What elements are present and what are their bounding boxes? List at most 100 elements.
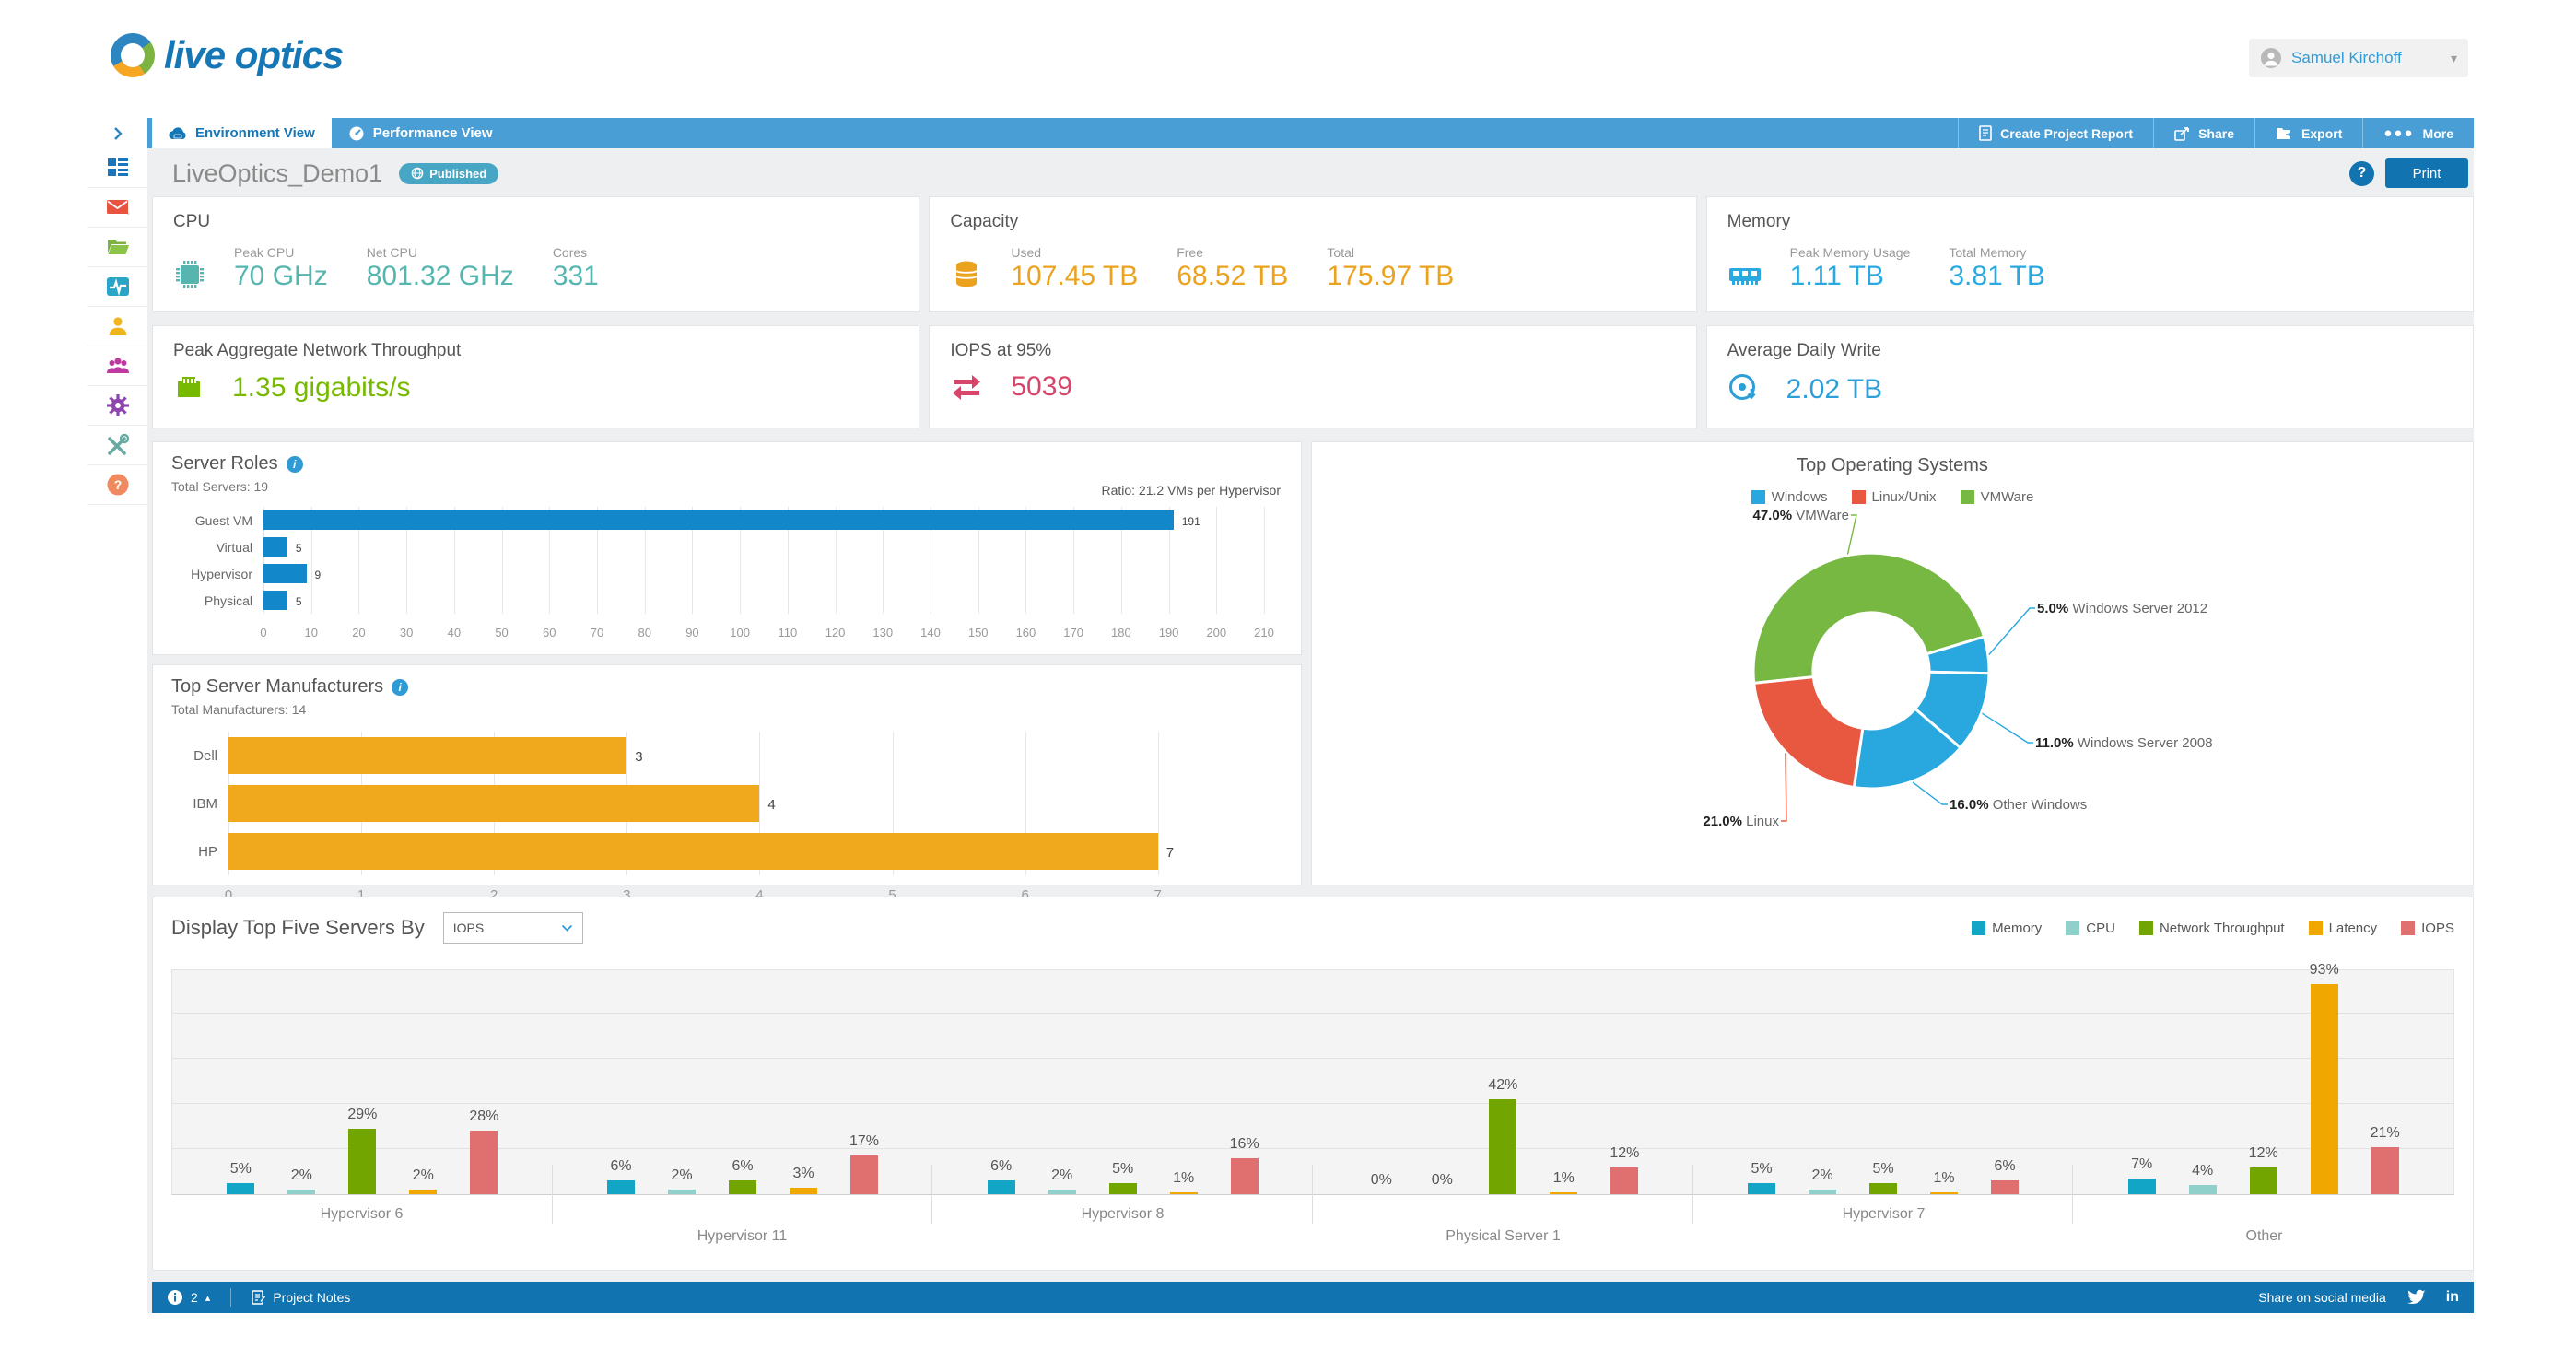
gridline: [1025, 507, 1027, 614]
stat-value: 2.02 TB: [1786, 373, 1883, 405]
tab-environment-view[interactable]: Environment View: [152, 118, 332, 148]
gridline: [1120, 507, 1122, 614]
user-menu[interactable]: Samuel Kirchoff ▾: [2249, 39, 2468, 77]
category-label: Other: [2245, 1228, 2283, 1244]
sidebar-item-tools[interactable]: [88, 426, 147, 465]
bar-value-label: 3: [635, 748, 643, 765]
linkedin-icon[interactable]: in: [2445, 1289, 2459, 1305]
stat-label: Total Memory: [1949, 245, 2027, 260]
sidebar-item-profile[interactable]: [88, 307, 147, 346]
bar: 1%: [1930, 1170, 1959, 1194]
axis-tick-label: 200: [1206, 626, 1227, 639]
axis-tick-label: 3: [623, 887, 631, 903]
bar-value-label: 5%: [1751, 1160, 1773, 1177]
gridline: [310, 507, 312, 614]
bar: 93%: [2310, 962, 2339, 1194]
legend-label: Windows: [1771, 489, 1828, 505]
legend-label: Linux/Unix: [1871, 489, 1937, 505]
ethernet-icon: [173, 372, 205, 402]
project-notes-button[interactable]: Project Notes: [252, 1290, 350, 1305]
bar: 12%: [2249, 1145, 2278, 1194]
sidebar-collapse-button[interactable]: [88, 118, 147, 148]
gridline: [172, 1103, 2453, 1104]
metric-cards-row-2: Peak Aggregate Network Throughput 1.35 g…: [152, 325, 2474, 428]
legend-item[interactable]: Memory: [1972, 921, 2042, 936]
bar-value-label: 16%: [1229, 1135, 1259, 1152]
legend-swatch: [1751, 490, 1765, 504]
legend-item[interactable]: CPU: [2066, 921, 2115, 936]
bar-value-label: 1%: [1933, 1169, 1955, 1186]
manufacturers-card: Top Server Manufacturers i Total Manufac…: [152, 664, 1302, 903]
sidebar-item-mail[interactable]: [88, 188, 147, 228]
stat-value: 1.11 TB: [1789, 261, 1884, 291]
bar: [263, 510, 1174, 530]
bar: 5%: [1108, 1161, 1137, 1194]
bar-group: 6% 2% 5% 1% 16%: [932, 970, 1314, 1224]
notes-count-button[interactable]: 2 ▴: [167, 1289, 210, 1306]
more-button[interactable]: ●●● More: [2362, 118, 2474, 148]
action-label: Export: [2301, 125, 2343, 141]
top-five-select[interactable]: IOPS: [442, 912, 583, 944]
server-chart-legend: Memory CPU Network Throughput Latency IOPS: [1972, 921, 2454, 936]
bar: 6%: [607, 1158, 635, 1194]
axis-tick-label: 90: [685, 626, 699, 639]
gridline: [172, 1058, 2453, 1059]
sidebar-item-team[interactable]: [88, 346, 147, 386]
database-icon: [950, 258, 983, 291]
sidebar: ?: [88, 148, 147, 1313]
avatar-icon: [2261, 48, 2281, 68]
footer-bar: 2 ▴ Project Notes Share on social media: [152, 1282, 2474, 1313]
info-icon[interactable]: i: [392, 678, 409, 696]
info-icon[interactable]: i: [286, 455, 303, 473]
bar: 1%: [1550, 1170, 1578, 1194]
bar-value-label: 5%: [1112, 1160, 1134, 1177]
sidebar-item-files[interactable]: [88, 228, 147, 267]
bar-value-label: 17%: [849, 1133, 880, 1150]
share-icon: [2174, 126, 2189, 141]
gridline: [597, 507, 598, 614]
twitter-icon[interactable]: [2406, 1289, 2426, 1306]
stat-peak-cpu: Peak CPU 70 GHz: [234, 245, 328, 291]
sidebar-item-performance[interactable]: [88, 267, 147, 307]
share-button[interactable]: Share: [2153, 118, 2254, 148]
print-button[interactable]: Print: [2385, 158, 2468, 188]
legend-item[interactable]: Network Throughput: [2138, 921, 2285, 936]
legend-item[interactable]: Latency: [2308, 921, 2377, 936]
daily-write-card: Average Daily Write 2.02 TB: [1705, 325, 2474, 428]
bar-value-label: 1%: [1173, 1169, 1195, 1186]
legend-item[interactable]: Linux/Unix: [1851, 489, 1937, 505]
tools-icon: [107, 433, 129, 455]
gridline: [978, 507, 979, 614]
bar: 6%: [729, 1158, 756, 1194]
bar-value-label: 5%: [229, 1160, 252, 1177]
help-button[interactable]: ?: [2349, 160, 2374, 186]
sidebar-item-help[interactable]: ?: [88, 465, 147, 505]
axis-tick-label: 120: [825, 626, 846, 639]
bar-value-label: 5: [295, 541, 302, 555]
sidebar-item-dashboard[interactable]: [88, 148, 147, 188]
app-window: live optics Samuel Kirchoff ▾: [88, 0, 2474, 1313]
disc-write-icon: [1727, 372, 1759, 404]
top-servers-x-labels: Hypervisor 6 Hypervisor 11 Hypervisor 8 Phy…: [171, 1195, 2454, 1256]
bar-value-label: 6%: [1994, 1158, 2016, 1175]
create-project-report-button[interactable]: Create Project Report: [1958, 118, 2153, 148]
legend-item[interactable]: VMWare: [1960, 489, 2033, 505]
export-button[interactable]: Export: [2254, 118, 2362, 148]
bar: 2%: [1809, 1167, 1837, 1194]
gridline: [1264, 507, 1265, 614]
bar-value-label: 0%: [1431, 1172, 1453, 1188]
logo-icon: [111, 33, 155, 77]
legend-item[interactable]: Windows: [1751, 489, 1828, 505]
chevron-down-icon: ▾: [2450, 50, 2457, 65]
tab-performance-view[interactable]: Performance View: [332, 118, 509, 148]
category-label: HP: [198, 843, 217, 860]
sidebar-item-settings[interactable]: [88, 386, 147, 426]
gridline: [1216, 507, 1218, 614]
cpu-chip-icon: [173, 258, 206, 291]
os-donut-chart: 47.0% VMWare 5.0% Windows Server 2012 11.0…: [1703, 508, 2212, 829]
legend-swatch: [2138, 921, 2153, 935]
bar-value-label: 2%: [671, 1167, 693, 1184]
legend-item[interactable]: IOPS: [2401, 921, 2454, 936]
axis-tick-label: 180: [1110, 626, 1131, 639]
svg-text:?: ?: [113, 477, 122, 492]
